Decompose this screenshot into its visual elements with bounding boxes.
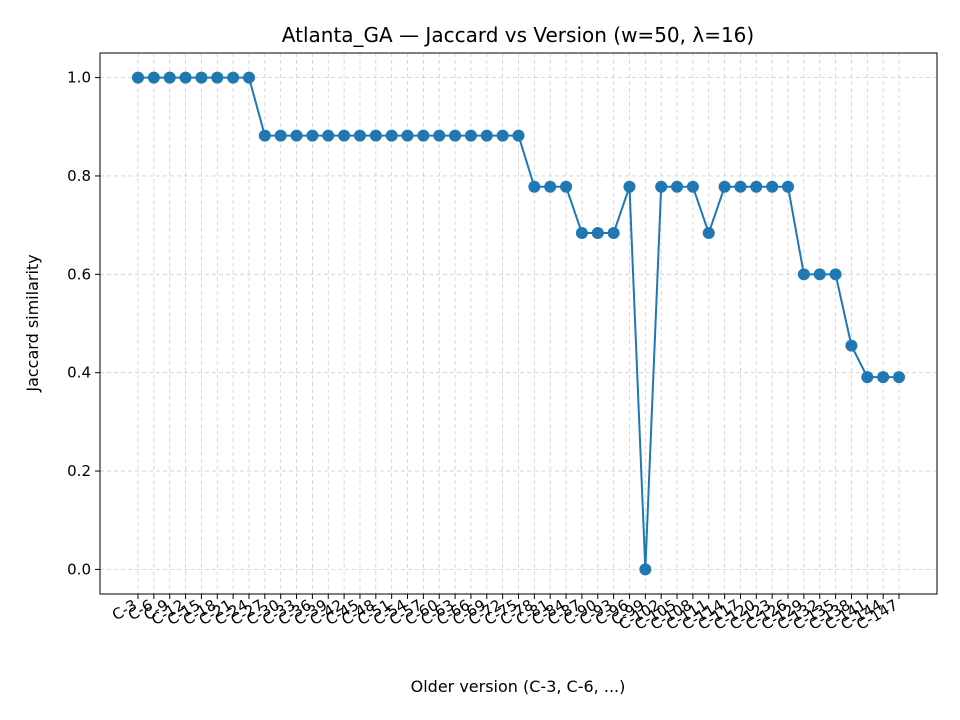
y-tick-label: 1.0 [67,69,91,87]
data-point [750,180,763,193]
data-point [528,180,541,193]
data-point [179,71,192,84]
data-point [369,129,382,142]
data-point [338,129,351,142]
data-point [686,180,699,193]
data-point [147,71,160,84]
data-point [464,129,477,142]
data-point [655,180,668,193]
data-point [560,180,573,193]
axis-layer: C-3C-6C-9C-12C-15C-18C-21C-24C-27C-30C-3… [67,69,901,634]
data-point [195,71,208,84]
data-point [623,180,636,193]
data-point [591,227,604,240]
y-tick-label: 0.4 [67,364,91,382]
data-point [813,268,826,281]
data-point [797,268,810,281]
data-point [274,129,287,142]
data-point [734,180,747,193]
data-point [242,71,255,84]
data-point [512,129,525,142]
data-point [306,129,319,142]
data-point [671,180,684,193]
data-point [829,268,842,281]
data-point [845,339,858,352]
data-point [227,71,240,84]
y-tick-label: 0.2 [67,462,91,480]
data-point [449,129,462,142]
y-tick-label: 0.6 [67,265,91,283]
data-point [401,129,414,142]
data-point [132,71,144,84]
y-tick-label: 0.0 [67,560,91,578]
chart-title: Atlanta_GA — Jaccard vs Version (w=50, λ… [282,23,754,47]
data-point [861,371,874,384]
data-point [258,129,271,142]
data-point [607,227,620,240]
data-point [496,129,509,142]
data-point [575,227,588,240]
data-point [782,180,795,193]
data-point [385,129,398,142]
data-point [893,371,905,384]
data-point [433,129,446,142]
data-point [417,129,430,142]
y-tick-label: 0.8 [67,167,91,185]
data-point [163,71,176,84]
data-point [718,180,731,193]
data-point [353,129,366,142]
y-axis-label: Jaccard similarity [23,254,42,392]
data-point [544,180,557,193]
data-point [211,71,224,84]
grid-layer [100,53,937,594]
data-point [290,129,303,142]
data-point [480,129,493,142]
x-axis-label: Older version (C-3, C-6, ...) [411,677,626,696]
data-point [877,371,890,384]
data-point [639,563,652,576]
data-point [766,180,779,193]
plot-frame [99,52,938,595]
data-point [702,227,715,240]
series-layer [132,71,905,576]
data-point [322,129,335,142]
